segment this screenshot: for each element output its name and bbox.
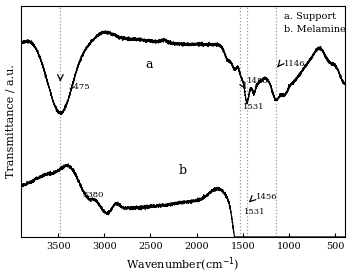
Text: 1531: 1531 <box>243 103 264 111</box>
Text: a: a <box>146 58 153 71</box>
Y-axis label: Transmittance / a.u.: Transmittance / a.u. <box>5 64 15 178</box>
Text: 1146: 1146 <box>284 60 306 67</box>
Text: b. Melamine: b. Melamine <box>284 25 346 34</box>
Text: 1531: 1531 <box>244 208 265 216</box>
Text: 1456: 1456 <box>247 77 268 85</box>
Text: 3475: 3475 <box>69 83 90 91</box>
Text: 3380: 3380 <box>82 191 103 199</box>
Text: b: b <box>178 164 186 178</box>
X-axis label: Wavenumber(cm$^{-1}$): Wavenumber(cm$^{-1}$) <box>126 256 239 274</box>
Text: 1456: 1456 <box>256 193 277 201</box>
Text: a. Support: a. Support <box>284 12 337 21</box>
